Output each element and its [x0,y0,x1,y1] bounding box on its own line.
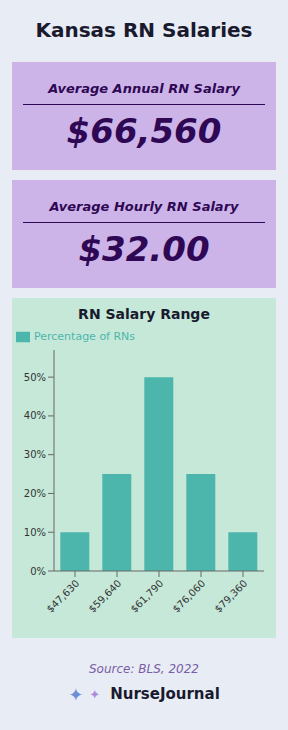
html-text:$32.00: $32.00 [78,229,210,269]
svg-text:10%: 10% [24,527,46,538]
html-text:Source: BLS, 2022: Source: BLS, 2022 [89,661,199,676]
html-text:Kansas RN Salaries: Kansas RN Salaries [35,18,253,42]
html-text:Average Annual RN Salary: Average Annual RN Salary [48,81,240,96]
svg-text:40%: 40% [24,410,46,421]
html-text:Average Hourly RN Salary: Average Hourly RN Salary [49,199,239,214]
svg-text:50%: 50% [24,372,46,383]
svg-text:30%: 30% [24,449,46,460]
html-text:Percentage of RNs: Percentage of RNs [34,330,136,343]
svg-text:$59,640: $59,640 [86,578,123,615]
svg-text:$76,060: $76,060 [170,578,207,615]
html-text:NurseJournal: NurseJournal [110,685,220,703]
svg-text:20%: 20% [24,488,46,499]
svg-text:0%: 0% [30,566,46,577]
html-text:$66,560: $66,560 [66,111,222,151]
svg-text:$47,630: $47,630 [44,578,81,615]
svg-text:$79,360: $79,360 [212,578,249,615]
html-text:RN Salary Range: RN Salary Range [78,306,210,322]
svg-text:$61,790: $61,790 [128,578,165,615]
